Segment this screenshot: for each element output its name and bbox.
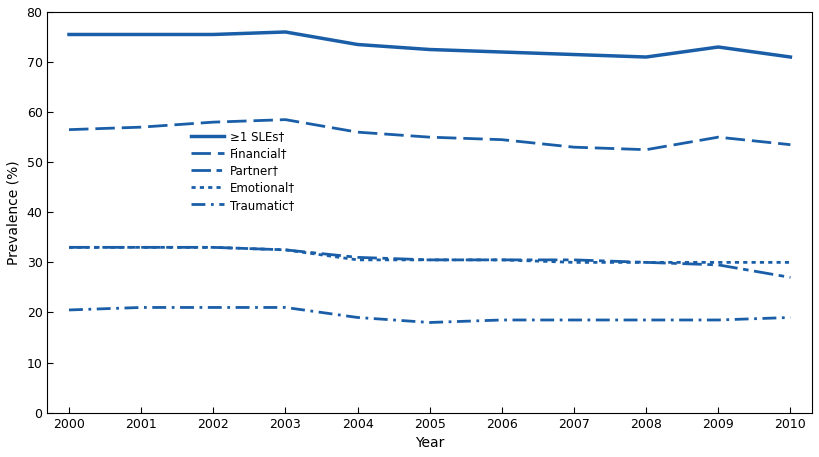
- Partner†: [425, 257, 435, 263]
- Traumatic†: [641, 317, 651, 323]
- Legend: ≥1 SLEs†, Financial†, Partner†, Emotional†, Traumatic†: ≥1 SLEs†, Financial†, Partner†, Emotiona…: [191, 130, 295, 212]
- ≥1 SLEs†: [208, 32, 218, 37]
- ≥1 SLEs†: [569, 52, 579, 57]
- ≥1 SLEs†: [136, 32, 146, 37]
- X-axis label: Year: Year: [415, 436, 445, 450]
- Financial†: [64, 127, 74, 133]
- Financial†: [713, 134, 723, 140]
- Emotional†: [136, 244, 146, 250]
- Emotional†: [208, 244, 218, 250]
- ≥1 SLEs†: [713, 44, 723, 50]
- Financial†: [353, 129, 363, 135]
- Traumatic†: [136, 305, 146, 310]
- Traumatic†: [569, 317, 579, 323]
- Emotional†: [425, 257, 435, 263]
- Financial†: [785, 142, 795, 148]
- Partner†: [497, 257, 507, 263]
- ≥1 SLEs†: [641, 54, 651, 60]
- Traumatic†: [208, 305, 218, 310]
- ≥1 SLEs†: [785, 54, 795, 60]
- Financial†: [497, 137, 507, 143]
- Partner†: [136, 244, 146, 250]
- Partner†: [353, 255, 363, 260]
- ≥1 SLEs†: [353, 42, 363, 47]
- Financial†: [641, 147, 651, 153]
- Emotional†: [353, 257, 363, 263]
- Traumatic†: [353, 315, 363, 320]
- Financial†: [281, 117, 291, 122]
- Emotional†: [64, 244, 74, 250]
- Partner†: [641, 260, 651, 265]
- Financial†: [136, 124, 146, 130]
- Emotional†: [497, 257, 507, 263]
- Line: Financial†: Financial†: [69, 120, 790, 150]
- Partner†: [208, 244, 218, 250]
- Financial†: [569, 144, 579, 150]
- Emotional†: [569, 260, 579, 265]
- ≥1 SLEs†: [64, 32, 74, 37]
- Traumatic†: [497, 317, 507, 323]
- Line: Traumatic†: Traumatic†: [69, 308, 790, 323]
- ≥1 SLEs†: [281, 29, 291, 35]
- Traumatic†: [713, 317, 723, 323]
- Partner†: [281, 247, 291, 253]
- ≥1 SLEs†: [497, 49, 507, 55]
- Partner†: [713, 262, 723, 268]
- Emotional†: [281, 247, 291, 253]
- Traumatic†: [785, 315, 795, 320]
- Line: Emotional†: Emotional†: [69, 247, 790, 262]
- Financial†: [208, 119, 218, 125]
- Financial†: [425, 134, 435, 140]
- Emotional†: [713, 260, 723, 265]
- Partner†: [569, 257, 579, 263]
- Traumatic†: [425, 320, 435, 325]
- Traumatic†: [64, 307, 74, 313]
- ≥1 SLEs†: [425, 47, 435, 52]
- Traumatic†: [281, 305, 291, 310]
- Line: ≥1 SLEs†: ≥1 SLEs†: [69, 32, 790, 57]
- Emotional†: [641, 260, 651, 265]
- Partner†: [785, 275, 795, 280]
- Emotional†: [785, 260, 795, 265]
- Y-axis label: Prevalence (%): Prevalence (%): [7, 160, 21, 265]
- Partner†: [64, 244, 74, 250]
- Line: Partner†: Partner†: [69, 247, 790, 277]
